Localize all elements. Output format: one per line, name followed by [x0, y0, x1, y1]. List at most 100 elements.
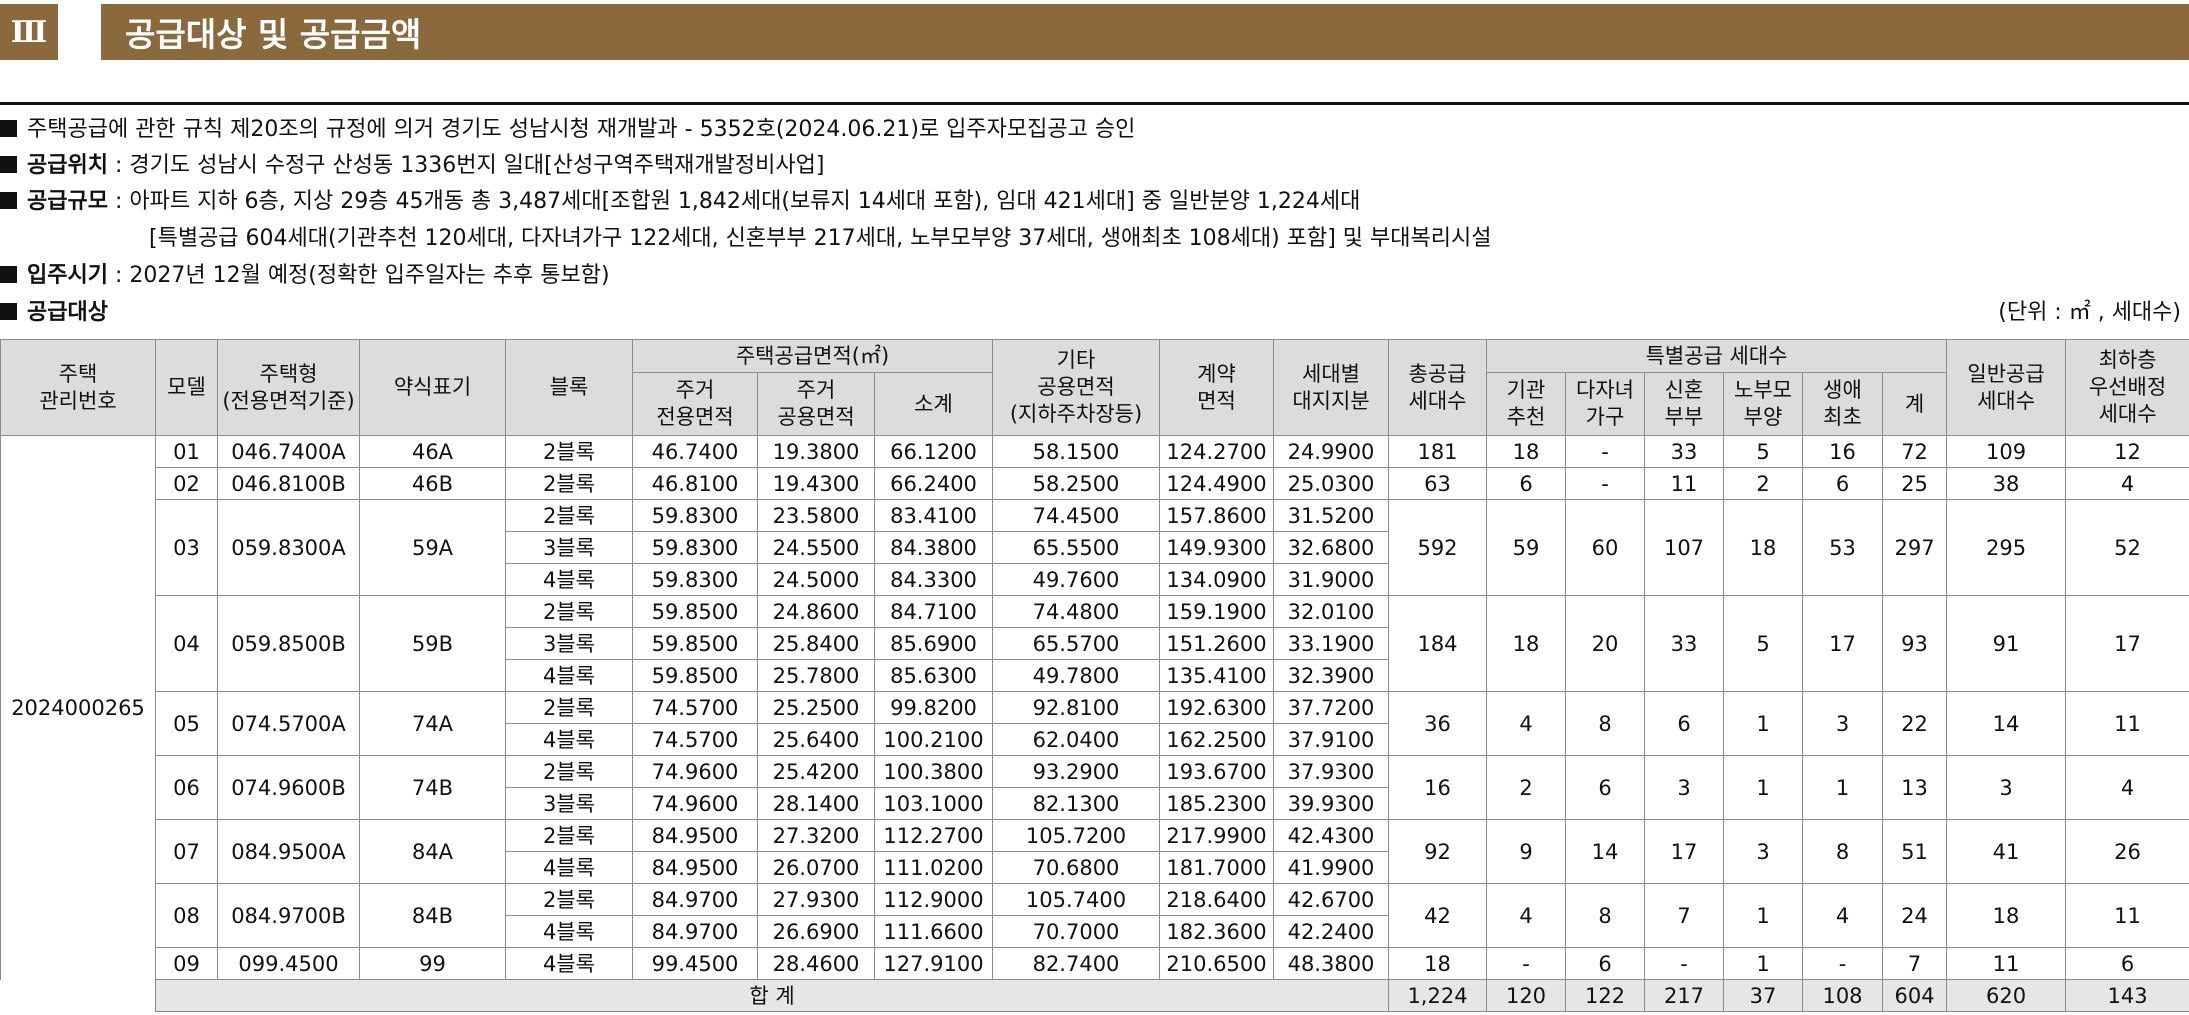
- special-sum-cell: 93: [1881, 595, 1948, 692]
- multi-child-cell: 14: [1565, 819, 1645, 884]
- abbr-cell: 59B: [359, 595, 506, 692]
- multi-child-cell: -: [1565, 467, 1645, 500]
- abbr-cell: 84A: [359, 819, 506, 884]
- exclusive-area-cell: 74.9600: [632, 787, 758, 820]
- common-area-cell: 28.4600: [757, 947, 875, 980]
- exclusive-area-cell: 46.8100: [632, 467, 758, 500]
- contract-area-cell: 185.2300: [1159, 787, 1274, 820]
- header-model: 모델: [155, 339, 218, 436]
- total-supply-cell: 92: [1388, 819, 1487, 884]
- land-share-cell: 25.0300: [1273, 467, 1389, 500]
- abbr-cell: 84B: [359, 883, 506, 948]
- total-supply-cell: 18: [1388, 947, 1487, 980]
- exclusive-area-cell: 84.9700: [632, 915, 758, 948]
- exclusive-area-cell: 84.9500: [632, 851, 758, 884]
- target-line: 공급대상: [0, 300, 108, 326]
- multi-child-cell: 8: [1565, 883, 1645, 948]
- block-cell: 2블록: [505, 755, 633, 788]
- total-supply-cell: 36: [1388, 691, 1487, 756]
- header-house-type: 주택형 (전용면적기준): [217, 339, 360, 436]
- elder-support-cell: 5: [1723, 595, 1803, 692]
- common-area-cell: 26.0700: [757, 851, 875, 884]
- contract-area-cell: 162.2500: [1159, 723, 1274, 756]
- newlywed-cell: 107: [1644, 499, 1724, 596]
- area-subtotal-cell: 84.3800: [874, 531, 993, 564]
- section-title: 공급대상 및 공급금액: [101, 4, 2189, 60]
- institution-cell: 4: [1486, 883, 1566, 948]
- bullet-square-icon: [0, 156, 17, 173]
- contract-area-cell: 217.9900: [1159, 819, 1274, 852]
- other-common-area-cell: 82.7400: [992, 947, 1160, 980]
- lowest-floor-cell: 17: [2065, 595, 2189, 692]
- area-subtotal-cell: 84.3300: [874, 563, 993, 596]
- common-area-cell: 28.1400: [757, 787, 875, 820]
- exclusive-area-cell: 46.7400: [632, 435, 758, 468]
- block-cell: 4블록: [505, 947, 633, 980]
- other-common-area-cell: 70.7000: [992, 915, 1160, 948]
- lowest-floor-cell: 11: [2065, 691, 2189, 756]
- institution-cell: 9: [1486, 819, 1566, 884]
- multi-child-cell: -: [1565, 435, 1645, 468]
- total-supply-cell: 592: [1388, 499, 1487, 596]
- abbr-cell: 46B: [359, 467, 506, 500]
- contract-area-cell: 134.0900: [1159, 563, 1274, 596]
- area-subtotal-cell: 100.2100: [874, 723, 993, 756]
- header-elder-support: 노부모 부양: [1723, 372, 1803, 436]
- institution-cell: 4: [1486, 691, 1566, 756]
- block-cell: 3블록: [505, 627, 633, 660]
- elder-support-cell: 1: [1723, 883, 1803, 948]
- first-time-cell: 8: [1802, 819, 1883, 884]
- other-common-area-cell: 70.6800: [992, 851, 1160, 884]
- header-total-supply: 총공급 세대수: [1388, 339, 1487, 436]
- lowest-floor-cell: 52: [2065, 499, 2189, 596]
- table-row: 03 059.8300A 59A 2블록 59.8300 23.5800 83.4100 74…: [1, 499, 2189, 596]
- abbr-cell: 74B: [359, 755, 506, 820]
- header-lowest-floor: 최하층 우선배정 세대수: [2065, 339, 2189, 436]
- location-label: 공급위치: [27, 153, 108, 178]
- land-share-cell: 48.3800: [1273, 947, 1389, 980]
- house-type-cell: 074.5700A: [217, 691, 360, 756]
- exclusive-area-cell: 99.4500: [632, 947, 758, 980]
- land-share-cell: 32.0100: [1273, 595, 1389, 628]
- area-subtotal-cell: 127.9100: [874, 947, 993, 980]
- other-common-area-cell: 93.2900: [992, 755, 1160, 788]
- area-subtotal-cell: 100.3800: [874, 755, 993, 788]
- common-area-cell: 25.2500: [757, 691, 875, 724]
- block-cell: 4블록: [505, 659, 633, 692]
- other-common-area-cell: 105.7200: [992, 819, 1160, 852]
- total-supply-cell: 1,224: [1388, 979, 1487, 1012]
- approval-text: 주택공급에 관한 규칙 제20조의 규정에 의거 경기도 성남시청 재개발과 -…: [27, 117, 1136, 142]
- institution-cell: 18: [1486, 435, 1566, 468]
- exclusive-area-cell: 59.8500: [632, 659, 758, 692]
- header-land-share: 세대별 대지지분: [1273, 339, 1389, 436]
- header-special-sum: 계: [1881, 372, 1948, 436]
- area-subtotal-cell: 83.4100: [874, 499, 993, 532]
- header-supply-area-group: 주택공급면적(㎡): [632, 339, 993, 373]
- header-institution: 기관 추천: [1486, 372, 1566, 436]
- contract-area-cell: 182.3600: [1159, 915, 1274, 948]
- exclusive-area-cell: 59.8500: [632, 595, 758, 628]
- supply-table: 주택 관리번호 모델 주택형 (전용면적기준) 약식표기 블록 주택공급면적(㎡) …: [0, 339, 2189, 1012]
- abbr-cell: 99: [359, 947, 506, 980]
- total-label: 합 계: [155, 979, 1389, 1012]
- contract-area-cell: 124.2700: [1159, 435, 1274, 468]
- lowest-floor-cell: 4: [2065, 755, 2189, 820]
- movein-line: 입주시기 : 2027년 12월 예정(정확한 입주일자는 추후 통보함): [0, 263, 610, 289]
- land-share-cell: 33.1900: [1273, 627, 1389, 660]
- other-common-area-cell: 92.8100: [992, 691, 1160, 724]
- elder-support-cell: 3: [1723, 819, 1803, 884]
- model-cell: 09: [155, 947, 218, 980]
- total-institution-cell: 120: [1486, 979, 1566, 1012]
- exclusive-area-cell: 59.8500: [632, 627, 758, 660]
- common-area-cell: 24.8600: [757, 595, 875, 628]
- first-time-cell: -: [1802, 947, 1883, 980]
- exclusive-area-cell: 74.5700: [632, 723, 758, 756]
- land-share-cell: 37.7200: [1273, 691, 1389, 724]
- scale-label: 공급규모: [27, 189, 108, 214]
- multi-child-cell: 8: [1565, 691, 1645, 756]
- first-time-cell: 3: [1802, 691, 1883, 756]
- abbr-cell: 59A: [359, 499, 506, 596]
- table-row: 4블록 84.9700 26.6900 111.6600 70.7000 182.3600…: [1, 915, 2189, 948]
- total-supply-cell: 181: [1388, 435, 1487, 468]
- area-subtotal-cell: 111.0200: [874, 851, 993, 884]
